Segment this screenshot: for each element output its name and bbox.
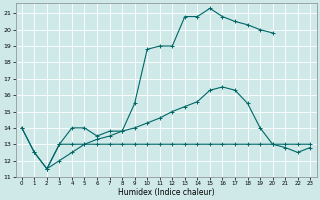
X-axis label: Humidex (Indice chaleur): Humidex (Indice chaleur) [118, 188, 214, 197]
